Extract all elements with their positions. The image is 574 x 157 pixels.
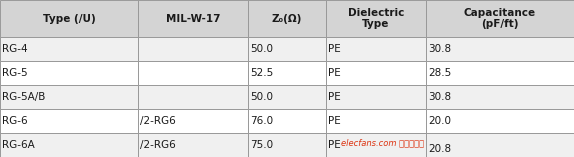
Bar: [138, 0, 248, 37]
Text: Z₀(Ω): Z₀(Ω): [272, 14, 302, 24]
Bar: [426, 109, 574, 133]
Bar: [426, 133, 574, 157]
Bar: [426, 85, 574, 109]
Bar: [248, 109, 326, 133]
Text: PE: PE: [328, 68, 341, 78]
Bar: [326, 61, 426, 85]
Text: 50.0: 50.0: [250, 92, 273, 102]
Text: 50.0: 50.0: [250, 44, 273, 54]
Bar: [326, 0, 426, 37]
Text: Dielectric
Type: Dielectric Type: [348, 8, 404, 29]
Bar: [0, 37, 138, 61]
Text: PE: PE: [328, 140, 341, 150]
Text: /2-RG6: /2-RG6: [140, 116, 176, 126]
Bar: [326, 133, 426, 157]
Text: 28.5: 28.5: [428, 68, 451, 78]
Text: 76.0: 76.0: [250, 116, 273, 126]
Bar: [426, 37, 574, 61]
Text: RG-5: RG-5: [2, 68, 28, 78]
Bar: [426, 61, 574, 85]
Bar: [426, 0, 574, 37]
Bar: [326, 37, 426, 61]
Bar: [138, 85, 248, 109]
Bar: [0, 61, 138, 85]
Bar: [138, 109, 248, 133]
Bar: [248, 133, 326, 157]
Text: 20.0: 20.0: [428, 116, 451, 126]
Text: PE: PE: [328, 92, 341, 102]
Bar: [138, 133, 248, 157]
Bar: [0, 109, 138, 133]
Text: Type (/U): Type (/U): [42, 14, 95, 24]
Text: RG-5A/B: RG-5A/B: [2, 92, 45, 102]
Bar: [248, 37, 326, 61]
Text: /2-RG6: /2-RG6: [140, 140, 176, 150]
Text: 52.5: 52.5: [250, 68, 273, 78]
Text: 30.8: 30.8: [428, 92, 451, 102]
Text: MIL-W-17: MIL-W-17: [166, 14, 220, 24]
Text: Capacitance
(pF/ft): Capacitance (pF/ft): [464, 8, 536, 29]
Bar: [138, 61, 248, 85]
Text: 75.0: 75.0: [250, 140, 273, 150]
Bar: [138, 37, 248, 61]
Text: PE: PE: [328, 116, 341, 126]
Text: PE: PE: [328, 44, 341, 54]
Text: RG-6: RG-6: [2, 116, 28, 126]
Text: RG-6A: RG-6A: [2, 140, 35, 150]
Text: RG-4: RG-4: [2, 44, 28, 54]
Text: elecfans.com 电子发烧友: elecfans.com 电子发烧友: [341, 138, 424, 147]
Text: 30.8: 30.8: [428, 44, 451, 54]
Text: 20.8: 20.8: [428, 144, 451, 154]
Bar: [0, 133, 138, 157]
Bar: [326, 109, 426, 133]
Bar: [248, 61, 326, 85]
Bar: [0, 85, 138, 109]
Bar: [248, 0, 326, 37]
Bar: [248, 85, 326, 109]
Bar: [326, 85, 426, 109]
Bar: [0, 0, 138, 37]
